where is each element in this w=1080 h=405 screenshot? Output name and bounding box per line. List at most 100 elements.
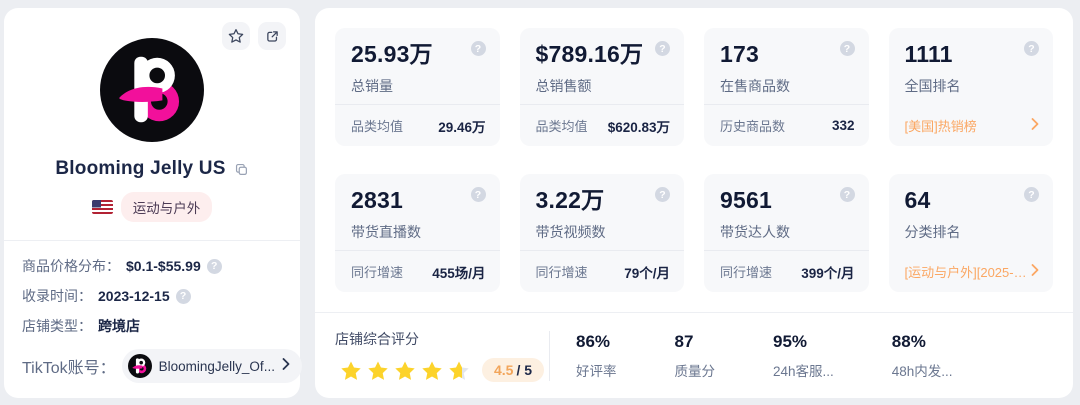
rating-title: 店铺综合评分	[335, 331, 419, 347]
favorite-button[interactable]	[222, 22, 250, 50]
star-icon	[368, 360, 388, 380]
stat-card-top: 3.22万 ? 带货视频数	[520, 174, 685, 250]
divider	[4, 240, 300, 241]
star-rating	[335, 360, 470, 381]
stat-card-footer: 历史商品数 332	[704, 104, 869, 146]
stat-card: 2831 ? 带货直播数 同行增速 455场/月	[335, 174, 500, 292]
stat-foot-value: 79个/月	[624, 265, 670, 281]
stat-value: 1111	[904, 41, 953, 67]
stat-foot-value: 332	[831, 118, 855, 133]
us-flag-icon	[91, 200, 113, 214]
star-icon	[422, 360, 442, 380]
stat-value: 2831	[351, 187, 403, 213]
stat-label: 全国排名	[904, 78, 961, 95]
stat-card-footer: 同行增速 399个/月	[704, 250, 869, 292]
stat-value: $789.16万	[535, 41, 644, 67]
store-type-row: 店铺类型： 跨境店	[22, 311, 282, 341]
metric-value: 88%	[891, 331, 926, 351]
metric-column: 88% 48h内发...	[892, 332, 953, 380]
chevron-right-icon	[282, 357, 290, 375]
star-icon	[341, 360, 361, 380]
metric-value: 95%	[773, 331, 808, 351]
chevron-right-icon[interactable]	[1031, 117, 1039, 135]
stat-value: 9561	[720, 187, 772, 213]
stat-foot-label: 品类均值	[351, 119, 404, 134]
store-type-value: 跨境店	[98, 318, 140, 334]
category-tag: 运动与户外	[120, 192, 213, 222]
tiktok-avatar	[127, 354, 152, 378]
stat-value: 3.22万	[535, 187, 605, 213]
store-profile-card: Blooming Jelly US 运动与户外 商品价格分布： $0.1-$55…	[4, 8, 302, 398]
tiktok-account-link[interactable]: BloomingJelly_Of...	[121, 349, 302, 383]
tiktok-account-label: TikTok账号：	[22, 360, 116, 377]
copy-icon[interactable]	[234, 162, 249, 177]
metric-label: 24h客服...	[773, 363, 834, 379]
metrics-row: 86% 好评率 87 质量分 95% 24h客服... 88% 48h内发...	[576, 332, 953, 380]
store-metrics-panel: 25.93万 ? 总销量 品类均值 29.46万 $789.16万 ? 总销售额…	[315, 8, 1073, 398]
stat-card-footer: 同行增速 455场/月	[335, 250, 500, 292]
ranking-link[interactable]: [运动与户外][2025-08...	[904, 265, 1032, 280]
divider	[549, 330, 550, 381]
rating-score-badge: 4.5 / 5	[482, 358, 545, 382]
store-type-label: 店铺类型：	[22, 318, 92, 334]
rating-score-max: / 5	[516, 362, 533, 378]
stat-card-top: 9561 ? 带货达人数	[704, 174, 869, 250]
stat-foot-value: 399个/月	[801, 265, 855, 281]
external-link-icon	[265, 29, 280, 44]
metric-value: 86%	[576, 331, 611, 351]
rating-score: 4.5	[494, 362, 514, 378]
metric-column: 86% 好评率	[576, 332, 617, 380]
stat-card-top: 1111 ? 全国排名	[889, 28, 1054, 105]
stat-label: 带货视频数	[535, 224, 606, 241]
stat-foot-label: 同行增速	[351, 265, 404, 280]
metric-label: 好评率	[576, 363, 617, 379]
price-range-label: 商品价格分布：	[22, 258, 120, 274]
help-icon[interactable]: ?	[839, 41, 855, 56]
store-logo	[4, 38, 300, 142]
stat-card: 3.22万 ? 带货视频数 同行增速 79个/月	[519, 174, 685, 292]
help-icon[interactable]: ?	[655, 187, 670, 202]
metric-column: 95% 24h客服...	[773, 332, 834, 380]
stat-foot-label: 同行增速	[720, 265, 773, 280]
chevron-right-icon[interactable]	[1031, 263, 1039, 281]
help-icon[interactable]: ?	[1024, 187, 1039, 202]
ranking-link[interactable]: [美国]热销榜	[904, 119, 977, 134]
stat-value: 25.93万	[351, 41, 433, 67]
stat-foot-value: 455场/月	[432, 265, 486, 281]
indexed-date-value: 2023-12-15	[98, 288, 170, 304]
stat-card-footer: [运动与户外][2025-08...	[889, 251, 1054, 292]
help-icon[interactable]: ?	[175, 288, 191, 304]
stat-card: 1111 ? 全国排名 [美国]热销榜	[888, 28, 1054, 146]
tiktok-account-row: TikTok账号： BloomingJelly_Of...	[22, 349, 302, 383]
metric-label: 质量分	[674, 363, 716, 379]
half-star-icon	[449, 360, 469, 380]
stat-label: 在售商品数	[720, 78, 790, 95]
stat-label: 带货直播数	[351, 224, 421, 241]
stat-label: 总销售额	[535, 78, 592, 95]
stats-grid: 25.93万 ? 总销量 品类均值 29.46万 $789.16万 ? 总销售额…	[315, 8, 1073, 292]
help-icon[interactable]: ?	[470, 41, 486, 56]
rating-section: 店铺综合评分 4.5 / 5 86% 好评率 87 质量分 95% 24h客服.…	[315, 312, 1073, 398]
stat-card-top: 173 ? 在售商品数	[704, 28, 869, 104]
indexed-date-label: 收录时间：	[22, 288, 92, 304]
open-store-button[interactable]	[258, 22, 286, 50]
metric-column: 87 质量分	[675, 332, 716, 380]
stat-card: 173 ? 在售商品数 历史商品数 332	[704, 28, 869, 146]
stat-foot-value: $620.83万	[607, 119, 670, 135]
help-icon[interactable]: ?	[1024, 41, 1039, 56]
help-icon[interactable]: ?	[655, 41, 670, 56]
metric-value: 87	[674, 331, 694, 351]
stat-card-footer: 同行增速 79个/月	[519, 250, 684, 292]
help-icon[interactable]: ?	[206, 258, 222, 274]
stat-card-top: 25.93万 ? 总销量	[335, 28, 500, 104]
star-icon	[228, 28, 244, 44]
stat-foot-value: 29.46万	[438, 119, 486, 135]
stat-card: 9561 ? 带货达人数 同行增速 399个/月	[704, 174, 869, 292]
tiktok-account-name: BloomingJelly_Of...	[158, 358, 275, 374]
star-icon	[395, 360, 415, 380]
stat-card-footer: 品类均值 $620.83万	[519, 104, 684, 146]
stat-card: $789.16万 ? 总销售额 品类均值 $620.83万	[519, 28, 684, 146]
help-icon[interactable]: ?	[470, 187, 486, 202]
help-icon[interactable]: ?	[839, 187, 855, 202]
stat-card-footer: 品类均值 29.46万	[335, 104, 500, 146]
